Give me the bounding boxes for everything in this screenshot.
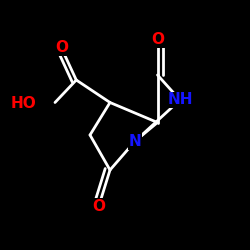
Text: O: O — [92, 199, 105, 214]
Text: NH: NH — [167, 92, 193, 108]
Text: HO: HO — [11, 96, 36, 111]
Text: O: O — [151, 32, 164, 48]
Text: O: O — [55, 40, 68, 55]
Text: N: N — [128, 134, 141, 149]
